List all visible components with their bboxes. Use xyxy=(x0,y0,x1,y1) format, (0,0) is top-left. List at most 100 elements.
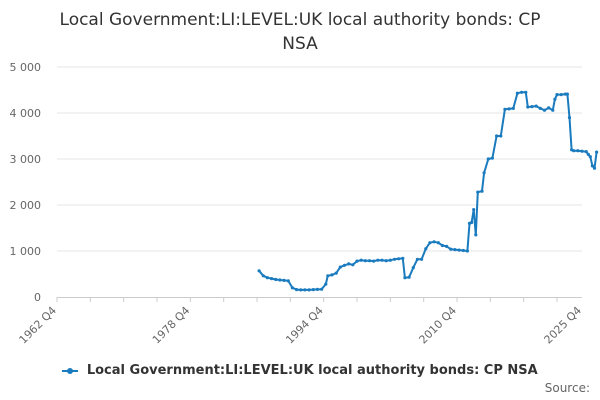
data-point[interactable] xyxy=(482,171,486,175)
data-point[interactable] xyxy=(457,248,461,252)
data-point[interactable] xyxy=(592,166,597,170)
data-point[interactable] xyxy=(355,259,359,263)
data-point[interactable] xyxy=(278,278,282,282)
data-point[interactable] xyxy=(590,164,595,168)
data-point[interactable] xyxy=(572,149,576,153)
source-credit: Source: xyxy=(544,381,590,395)
y-tick-label: 4 000 xyxy=(10,107,42,120)
y-tick-label: 0 xyxy=(34,291,41,304)
data-point[interactable] xyxy=(407,275,411,279)
data-point[interactable] xyxy=(476,190,480,194)
data-point[interactable] xyxy=(388,258,392,262)
data-point[interactable] xyxy=(595,150,599,154)
data-point[interactable] xyxy=(376,258,380,262)
axes: 0 1 000 2 000 3 000 4 000 5 000 1962 Q4 1978 Q4… xyxy=(10,61,585,346)
legend[interactable]: Local Government:LI:LEVEL:UK local autho… xyxy=(0,363,600,378)
data-point[interactable] xyxy=(303,288,307,292)
data-point[interactable] xyxy=(372,259,376,263)
data-point[interactable] xyxy=(324,282,328,286)
data-point[interactable] xyxy=(436,241,440,245)
x-tick-label: 2025 Q4 xyxy=(542,304,585,347)
data-point[interactable] xyxy=(547,106,551,110)
data-point[interactable] xyxy=(551,108,555,112)
data-point[interactable] xyxy=(380,258,384,262)
data-point[interactable] xyxy=(465,249,469,253)
data-point[interactable] xyxy=(428,241,432,245)
data-point[interactable] xyxy=(584,150,588,154)
data-point[interactable] xyxy=(470,220,474,225)
data-point[interactable] xyxy=(486,157,490,161)
data-point[interactable] xyxy=(347,262,351,266)
data-point[interactable] xyxy=(286,279,290,283)
data-point[interactable] xyxy=(420,257,424,261)
data-point[interactable] xyxy=(565,92,570,96)
data-point[interactable] xyxy=(472,208,476,212)
data-point[interactable] xyxy=(299,288,303,292)
data-point[interactable] xyxy=(588,155,592,159)
data-point[interactable] xyxy=(586,152,590,156)
data-point[interactable] xyxy=(403,276,407,280)
data-point[interactable] xyxy=(351,263,355,267)
data-point[interactable] xyxy=(411,266,415,270)
data-point[interactable] xyxy=(490,156,494,160)
data-point[interactable] xyxy=(480,189,484,193)
data-point[interactable] xyxy=(553,97,557,101)
data-point[interactable] xyxy=(580,149,584,153)
data-point[interactable] xyxy=(524,90,528,94)
data-point[interactable] xyxy=(542,108,547,112)
data-point[interactable] xyxy=(330,273,334,277)
data-point[interactable] xyxy=(257,269,261,273)
data-point[interactable] xyxy=(307,288,311,292)
data-point[interactable] xyxy=(530,105,534,109)
data-point[interactable] xyxy=(338,265,342,269)
data-point[interactable] xyxy=(367,259,372,263)
legend-line-marker-icon xyxy=(62,366,79,376)
data-point[interactable] xyxy=(320,287,324,291)
data-point[interactable] xyxy=(290,286,294,290)
data-point[interactable] xyxy=(511,106,515,110)
series-line[interactable] xyxy=(258,91,598,291)
gridlines xyxy=(57,66,582,252)
data-point[interactable] xyxy=(295,288,299,292)
data-point[interactable] xyxy=(515,91,520,95)
data-point[interactable] xyxy=(461,248,465,253)
data-point[interactable] xyxy=(392,257,397,261)
data-point[interactable] xyxy=(384,259,388,263)
data-point[interactable] xyxy=(270,277,274,281)
data-point[interactable] xyxy=(449,247,453,251)
data-point[interactable] xyxy=(559,93,563,97)
data-point[interactable] xyxy=(274,277,278,282)
data-point[interactable] xyxy=(499,134,503,138)
data-point[interactable] xyxy=(363,259,367,263)
chart-title: Local Government:LI:LEVEL:UK local autho… xyxy=(59,10,541,54)
x-tick-label: 1994 Q4 xyxy=(283,304,326,347)
data-point[interactable] xyxy=(261,274,265,278)
data-point[interactable] xyxy=(526,105,530,109)
data-point[interactable] xyxy=(555,93,559,97)
data-point[interactable] xyxy=(495,134,499,138)
data-point[interactable] xyxy=(334,271,338,275)
data-point[interactable] xyxy=(401,256,405,260)
data-point[interactable] xyxy=(342,263,347,267)
data-point[interactable] xyxy=(359,258,363,262)
data-point[interactable] xyxy=(265,276,269,280)
data-point[interactable] xyxy=(432,240,436,244)
data-point[interactable] xyxy=(503,107,507,111)
data-point[interactable] xyxy=(282,278,286,282)
data-point[interactable] xyxy=(534,104,538,108)
data-point[interactable] xyxy=(315,287,319,291)
data-point[interactable] xyxy=(440,243,444,248)
data-point[interactable] xyxy=(311,288,315,292)
data-point[interactable] xyxy=(567,116,572,120)
data-point[interactable] xyxy=(474,233,478,237)
data-point[interactable] xyxy=(576,149,580,153)
data-point[interactable] xyxy=(520,90,524,94)
data-point[interactable] xyxy=(424,247,428,251)
data-point[interactable] xyxy=(326,274,330,278)
data-point[interactable] xyxy=(538,106,542,110)
data-point[interactable] xyxy=(507,107,511,111)
data-point[interactable] xyxy=(445,244,449,248)
data-point[interactable] xyxy=(397,257,401,261)
data-point[interactable] xyxy=(453,248,457,252)
data-point[interactable] xyxy=(415,257,419,261)
